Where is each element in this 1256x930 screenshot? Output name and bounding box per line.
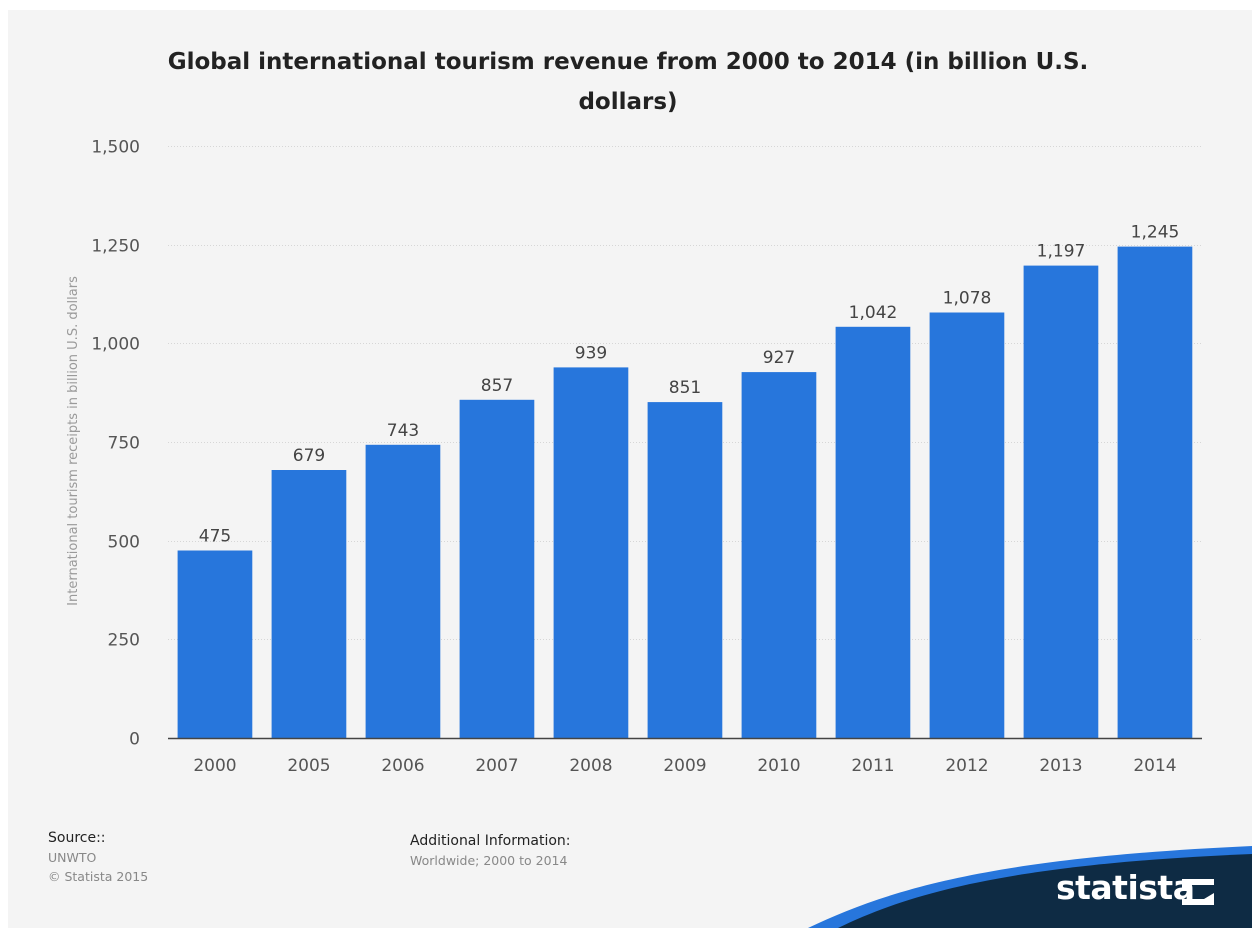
additional-info-heading: Additional Information: xyxy=(410,833,571,849)
y-tick-label: 250 xyxy=(108,631,140,651)
bar xyxy=(647,402,723,738)
bar xyxy=(177,550,253,738)
data-label: 475 xyxy=(199,527,231,547)
data-label: 851 xyxy=(669,378,701,398)
x-tick-label: 2013 xyxy=(1039,756,1082,776)
x-tick-label: 2009 xyxy=(663,756,706,776)
bar xyxy=(741,372,817,738)
data-label: 743 xyxy=(387,421,419,441)
data-label: 1,197 xyxy=(1037,242,1086,262)
x-tick-label: 2007 xyxy=(475,756,518,776)
y-tick-label: 1,250 xyxy=(91,237,140,257)
source-name: UNWTO xyxy=(48,850,97,865)
chart-page: Global international tourism revenue fro… xyxy=(8,10,1252,928)
statista-logo[interactable]: statista xyxy=(1056,868,1195,907)
y-axis-ticks: 0 250 500 750 1,000 1,250 1,500 xyxy=(91,138,140,750)
data-label: 679 xyxy=(293,446,325,466)
data-label: 927 xyxy=(763,348,795,368)
data-label: 857 xyxy=(481,376,513,396)
additional-info-text: Worldwide; 2000 to 2014 xyxy=(410,853,568,868)
x-tick-label: 2005 xyxy=(287,756,330,776)
additional-info-block: Additional Information: Worldwide; 2000 … xyxy=(410,831,571,870)
y-tick-label: 0 xyxy=(129,730,140,750)
x-tick-label: 2006 xyxy=(381,756,424,776)
y-tick-label: 1,000 xyxy=(91,335,140,355)
data-label: 1,245 xyxy=(1131,223,1180,243)
x-axis-ticks: 2000 2005 2006 2007 2008 2009 2010 2011 2012 2013… xyxy=(193,756,1176,776)
y-axis-title: International tourism receipts in billio… xyxy=(66,276,81,606)
data-labels: 475 679 743 857 939 851 927 1,042 1,078 1,197 1,24… xyxy=(199,223,1180,547)
x-tick-label: 2011 xyxy=(851,756,894,776)
statista-logo-icon xyxy=(1182,879,1214,905)
brand-swoosh xyxy=(808,846,1252,928)
y-tick-label: 500 xyxy=(108,533,140,553)
data-label: 1,078 xyxy=(943,289,992,309)
copyright-text: © Statista 2015 xyxy=(48,869,149,884)
data-label: 939 xyxy=(575,343,607,363)
bar xyxy=(835,326,911,738)
bar xyxy=(929,312,1005,738)
bar xyxy=(1117,246,1193,738)
bar xyxy=(271,470,347,738)
y-tick-label: 750 xyxy=(108,434,140,454)
y-tick-label: 1,500 xyxy=(91,138,140,158)
bar-chart: 0 250 500 750 1,000 1,250 1,500 475 679 743 857 93… xyxy=(66,138,1202,776)
source-block: Source:: UNWTO © Statista 2015 xyxy=(48,828,148,886)
data-label: 1,042 xyxy=(849,303,898,323)
x-tick-label: 2012 xyxy=(945,756,988,776)
x-tick-label: 2014 xyxy=(1133,756,1176,776)
x-tick-label: 2000 xyxy=(193,756,236,776)
x-tick-label: 2008 xyxy=(569,756,612,776)
x-tick-label: 2010 xyxy=(757,756,800,776)
bar xyxy=(553,367,629,738)
bars xyxy=(177,246,1193,738)
source-heading: Source:: xyxy=(48,830,106,846)
chart-title: Global international tourism revenue fro… xyxy=(167,49,1089,115)
bar xyxy=(365,444,441,738)
bar xyxy=(1023,265,1099,738)
bar xyxy=(459,399,535,738)
